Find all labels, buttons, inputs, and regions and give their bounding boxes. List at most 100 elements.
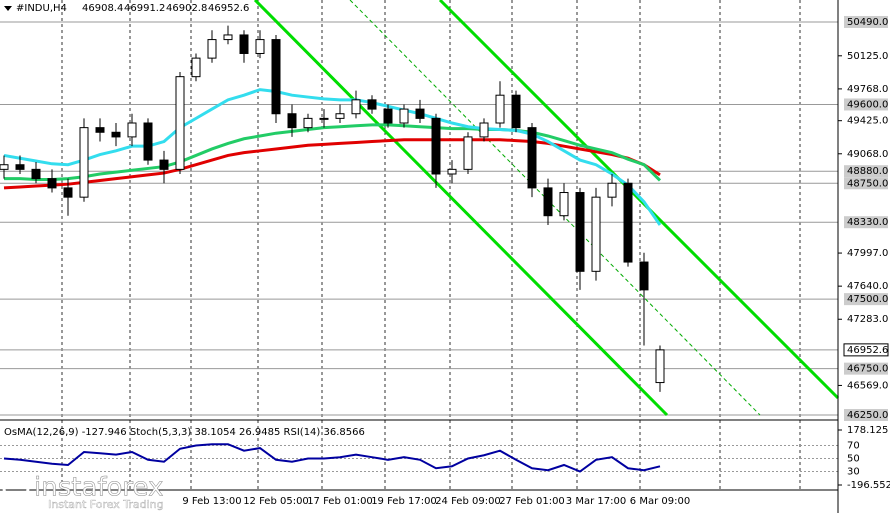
level-label-box (844, 177, 888, 190)
candle-body (15, 164, 25, 170)
candle-body (383, 108, 393, 124)
level-label-box (844, 165, 888, 178)
candle-body (255, 39, 265, 54)
candle-body (335, 113, 345, 119)
y-tick-label: 50 (847, 454, 860, 465)
header: #INDU,H4 46908.4 46991.2 46902.8 46952.6 (4, 3, 249, 14)
y-tick-label: 47640.0 (847, 281, 888, 292)
indicator-line (3, 443, 661, 473)
candle-body (239, 34, 249, 54)
candle-body (95, 127, 105, 133)
trend-channel (253, 0, 840, 417)
level-label-box (844, 98, 888, 111)
candle-body (543, 187, 553, 217)
level-label-box (844, 362, 888, 375)
header-value: 46952.6 (208, 3, 249, 14)
y-tick-label: 30 (847, 467, 860, 478)
x-tick-label: 3 Mar 17:00 (566, 496, 626, 507)
x-tick-label: 19 Feb 17:00 (371, 496, 437, 507)
level-label: 50490.0 (847, 17, 888, 28)
candle-body (47, 178, 57, 189)
candle-body (175, 76, 185, 170)
x-tick-label: 9 Feb 13:00 (182, 496, 241, 507)
logo-brand: instaforex (34, 473, 163, 503)
candle-body (431, 117, 441, 175)
level-label-box (844, 15, 888, 28)
candle-body (287, 113, 297, 129)
candle-body (303, 117, 313, 129)
x-tick-label: 6 Mar 09:00 (630, 496, 690, 507)
candle-body (207, 39, 217, 59)
candle-body (639, 261, 649, 291)
channel-midline (349, 0, 761, 416)
y-tick-label: 178.125 (847, 425, 888, 436)
logo-tagline: Instant Forex Trading (48, 498, 164, 511)
channel-line (438, 0, 840, 400)
header-value: 46991.2 (124, 3, 165, 14)
level-label: 46750.0 (847, 364, 888, 375)
candle-body (399, 108, 409, 124)
level-label: 46250.0 (847, 410, 888, 421)
candle-body (319, 117, 329, 120)
candle-body (191, 57, 201, 78)
x-tick-label: 17 Feb 01:00 (307, 496, 373, 507)
candle-body (463, 136, 473, 170)
header-value: 46908.4 (82, 3, 123, 14)
candle-body (79, 127, 89, 198)
y-tick-label: 49068.0 (847, 149, 888, 160)
indicator-line (3, 88, 662, 226)
candle-body (143, 122, 153, 161)
candle-body (367, 99, 377, 110)
candle-body (479, 122, 489, 138)
level-label-box (844, 293, 888, 306)
time-grid (61, 0, 801, 490)
candle-body (415, 108, 425, 119)
candle-body (0, 164, 9, 170)
candle-body (607, 182, 617, 198)
candle-body (31, 168, 41, 180)
level-label-box (844, 409, 888, 421)
candle-body (223, 34, 233, 41)
candle-body (623, 182, 633, 263)
candle-body (511, 94, 521, 129)
plot: 50125.0 49768.0 49425.0 49068.0 47997.0 47640… (0, 25, 890, 507)
logo-icon (2, 474, 30, 502)
channel-line (253, 0, 669, 417)
candle-body (111, 131, 121, 138)
y-tick-label: 46569.0 (847, 380, 888, 391)
y-tick-label: 70 (847, 441, 860, 452)
candle-body (351, 99, 361, 115)
level-label: 46952.6 (847, 345, 888, 356)
y-tick-label: 47283.0 (847, 314, 888, 325)
level-label: 48750.0 (847, 178, 888, 189)
candle-body (271, 39, 281, 115)
y-tick-label: 49425.0 (847, 116, 888, 127)
level-label: 49600.0 (847, 99, 888, 110)
menu-arrow (4, 6, 12, 11)
y-tick-label: 47997.0 (847, 248, 888, 259)
level-label-box (843, 343, 889, 357)
candle-body (559, 192, 569, 217)
candle-body (447, 168, 457, 175)
header-value: 46902.8 (166, 3, 207, 14)
y-tick-label: -196.552 (847, 480, 890, 491)
candle-body (655, 349, 665, 384)
level-label: 48880.0 (847, 166, 888, 177)
indicator-line (4, 123, 662, 182)
candle-body (527, 127, 537, 189)
y-tick-label: 49768.0 (847, 84, 888, 95)
candle-body (159, 159, 169, 170)
candle-body (591, 196, 601, 272)
level-label: 47500.0 (847, 294, 888, 305)
level-label-box (844, 216, 888, 229)
x-tick-label: 12 Feb 05:00 (243, 496, 309, 507)
indicator-title: OsMA(12,26,9) -127.946 Stoch(5,3,3) 38.1… (4, 427, 365, 438)
y-tick-label: 50125.0 (847, 51, 888, 62)
candle-body (575, 192, 585, 272)
level-label: 48330.0 (847, 217, 888, 228)
candle-body (63, 187, 73, 198)
